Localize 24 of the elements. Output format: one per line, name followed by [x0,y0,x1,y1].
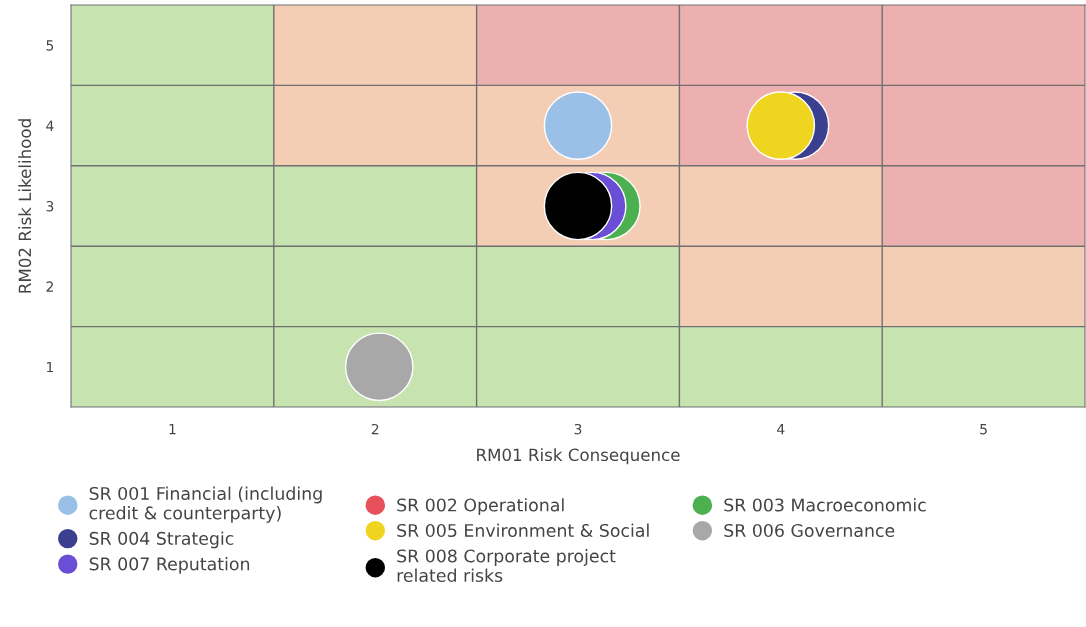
y-tick-label: 5 [46,40,54,51]
x-tick-label: 2 [371,423,379,435]
y-tick-label: 2 [46,281,53,292]
point [746,91,816,160]
legend-label: SR 001 Financial (including credit & counterparty) [89,486,322,523]
x-tick-label: 4 [777,424,785,435]
y-tick-label: 1 [47,361,54,373]
legend-label: SR 008 Corporate project related risks [397,549,616,582]
y-tick-label: 4 [46,120,54,131]
legend-label: SR 002 Operational [397,498,564,515]
legend-label: SR 004 Strategic [89,531,234,549]
x-tick-label: 5 [980,424,987,435]
legend-label: SR 005 Environment & Social [397,523,649,538]
legend-label: SR 007 Reputation [89,557,250,574]
legend-label: SR 003 Macroeconomic [724,498,926,512]
y-axis-title: RM02 Risk Likelihood [18,119,32,293]
x-axis-title: RM01 Risk Consequence [477,448,680,465]
point [543,91,613,160]
x-tick-label: 3 [574,423,582,435]
point [344,332,414,402]
y-tick-label: 3 [46,200,54,212]
legend-label: SR 006 Governance [724,523,895,538]
point [543,171,613,241]
x-tick-label: 1 [169,424,176,435]
